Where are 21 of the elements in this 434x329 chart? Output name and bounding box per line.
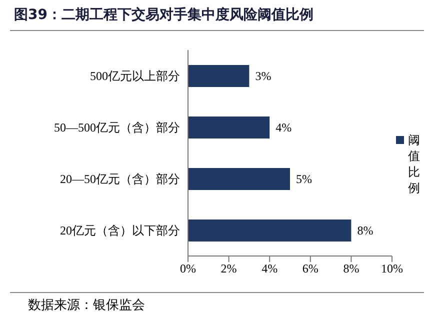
legend-label: 阈值比例 [408,132,420,196]
chart-title: 图39：二期工程下交易对手集中度风险阈值比例 [14,6,314,24]
y-tick-label: 20亿元（含）以下部分 [60,224,180,238]
data-label: 3% [255,69,272,83]
y-tick-label: 500亿元以上部分 [90,69,180,84]
bar [188,116,270,138]
bar [188,168,290,190]
source-note: 数据来源：银保监会 [28,296,145,314]
x-tick-label: 4% [262,262,278,276]
data-label: 4% [276,120,292,134]
x-tick-label: 6% [302,262,318,276]
x-tick-label: 0% [180,262,196,276]
x-tick-label: 10% [381,262,403,276]
x-tick-label: 2% [220,262,237,276]
y-tick-label: 50—500亿元（含）部分 [54,120,180,135]
bar [188,220,352,242]
bar [188,65,250,87]
y-tick-label: 20—50亿元（含）部分 [60,172,180,186]
data-label: 5% [296,172,312,186]
data-label: 8% [357,224,374,238]
x-tick-label: 8% [343,262,360,276]
